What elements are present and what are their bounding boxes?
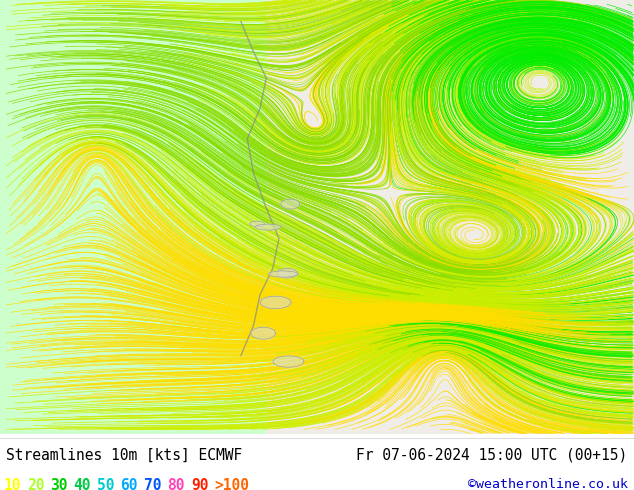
Polygon shape (256, 224, 281, 230)
Polygon shape (251, 327, 276, 339)
Polygon shape (260, 296, 291, 309)
Text: Fr 07-06-2024 15:00 UTC (00+15): Fr 07-06-2024 15:00 UTC (00+15) (356, 448, 628, 463)
Text: 90: 90 (191, 478, 209, 490)
Text: 50: 50 (97, 478, 115, 490)
Text: Streamlines 10m [kts] ECMWF: Streamlines 10m [kts] ECMWF (6, 448, 243, 463)
Text: 20: 20 (27, 478, 44, 490)
Text: 80: 80 (167, 478, 185, 490)
Bar (266, 0, 634, 434)
Polygon shape (269, 271, 298, 277)
Text: 40: 40 (74, 478, 91, 490)
Polygon shape (281, 199, 300, 209)
Polygon shape (273, 356, 304, 367)
Polygon shape (250, 221, 264, 226)
Text: >100: >100 (214, 478, 249, 490)
Text: 60: 60 (120, 478, 138, 490)
Polygon shape (277, 269, 297, 278)
Text: 10: 10 (3, 478, 21, 490)
Text: ©weatheronline.co.uk: ©weatheronline.co.uk (468, 478, 628, 490)
Text: 70: 70 (144, 478, 162, 490)
Text: 30: 30 (50, 478, 68, 490)
Bar (0, 0, 266, 434)
